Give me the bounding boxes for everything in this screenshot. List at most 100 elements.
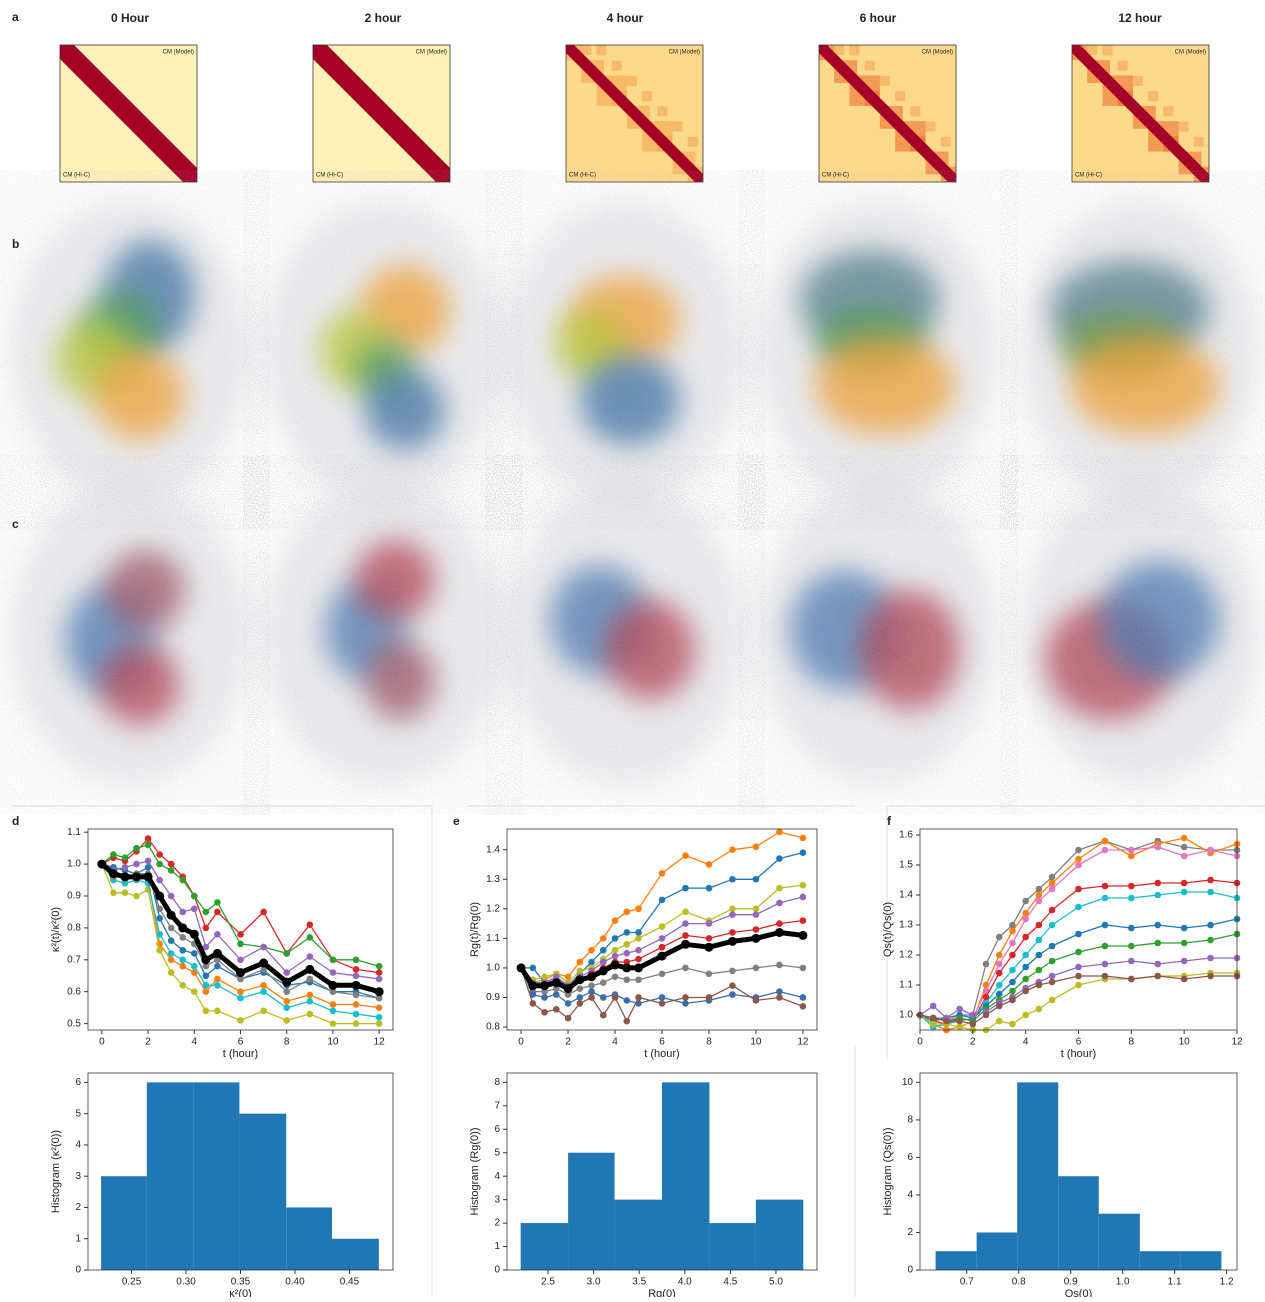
- y-axis-label: Histogram (Rg(0)): [469, 1127, 481, 1215]
- series-point: [751, 933, 761, 943]
- heatmap: [312, 44, 451, 183]
- series-point: [588, 988, 595, 995]
- heatmap-label: CM (Hi-C): [569, 173, 596, 179]
- series-point: [682, 932, 689, 939]
- series-point: [623, 997, 631, 1004]
- series-point: [529, 991, 537, 998]
- series-point: [375, 975, 383, 983]
- series-point: [305, 964, 315, 974]
- series-point: [611, 952, 619, 960]
- series-point: [599, 958, 607, 966]
- heatmap: [565, 44, 704, 183]
- series-point: [551, 978, 561, 988]
- x-tick-label: 4: [192, 1037, 198, 1048]
- series-point: [1035, 897, 1043, 905]
- series-point: [576, 994, 584, 1001]
- series-point: [587, 972, 597, 982]
- series-point: [529, 964, 537, 972]
- x-tick-label: 0.40: [285, 1277, 305, 1288]
- x-tick-label: 10: [750, 1037, 762, 1048]
- series-point: [351, 980, 361, 990]
- x-axis-label: t (hour): [223, 1048, 258, 1060]
- series-point: [776, 920, 783, 927]
- series-point: [798, 930, 808, 940]
- x-axis-label: κ²(0): [229, 1288, 252, 1297]
- y-tick-label: 8: [907, 1115, 913, 1126]
- series-point: [1180, 924, 1188, 932]
- series-point: [329, 956, 337, 964]
- series-point: [1075, 855, 1082, 863]
- x-tick-label: 5.0: [769, 1277, 783, 1288]
- series-point: [776, 899, 783, 907]
- series-point: [329, 1007, 337, 1015]
- heatmap-label: CM (Hi-C): [316, 173, 343, 179]
- x-tick-label: 0: [917, 1037, 923, 1048]
- series-point: [729, 875, 736, 883]
- y-tick-label: 1.0: [67, 859, 81, 870]
- series-point: [167, 892, 175, 900]
- series-point: [1207, 846, 1214, 854]
- y-tick-label: 0.7: [67, 954, 81, 965]
- series-point: [237, 975, 244, 983]
- series-point: [1101, 846, 1109, 854]
- series-point: [1101, 942, 1109, 950]
- heatmap-block: [1148, 91, 1159, 102]
- series-point: [121, 854, 129, 862]
- plot-frame: [506, 1072, 818, 1271]
- series-point: [375, 969, 383, 976]
- series-point: [156, 930, 163, 938]
- series-point: [995, 933, 1003, 941]
- series-point: [528, 981, 538, 991]
- series-point: [189, 929, 199, 939]
- histogram-bar: [286, 1207, 332, 1270]
- series-point: [260, 1007, 267, 1015]
- series-point: [729, 846, 736, 853]
- series-point: [1075, 846, 1082, 854]
- series-point: [1128, 894, 1135, 902]
- x-tick-label: 0.35: [231, 1277, 251, 1288]
- y-tick-label: 0.5: [67, 1018, 81, 1029]
- point-cloud: [485, 455, 765, 815]
- series-point: [306, 953, 314, 960]
- series-point: [1048, 879, 1056, 887]
- series-point: [375, 994, 383, 1002]
- series-point: [588, 994, 595, 1001]
- y-tick-label: 6: [75, 1077, 81, 1088]
- y-tick-label: 1.4: [486, 844, 500, 855]
- series-point: [179, 946, 187, 954]
- series-point: [237, 940, 244, 948]
- series-point: [1101, 960, 1109, 968]
- y-axis-label: Histogram (Qs(0)): [882, 1127, 894, 1215]
- series-point: [156, 876, 163, 884]
- series-point: [943, 1017, 950, 1025]
- heatmap-diagonal: [819, 45, 956, 182]
- y-tick-label: 1.1: [67, 827, 81, 838]
- series-line: [919, 972, 1237, 1031]
- series-point: [1075, 861, 1082, 869]
- series-point: [611, 935, 619, 942]
- y-tick-label: 0.8: [486, 1022, 500, 1033]
- series-point: [799, 881, 807, 889]
- series-point: [623, 1017, 631, 1025]
- series-point: [190, 962, 198, 970]
- series-point: [260, 908, 267, 916]
- series-point: [1128, 975, 1135, 983]
- heatmap-label: CM (Model): [922, 50, 953, 56]
- series-point: [352, 1001, 360, 1008]
- heatmap-label: CM (Hi-C): [63, 173, 90, 179]
- chart: 0.8 0.9 1.0 1.1 1.2 1.3 1.4 0 2 4 6 8 10 12 t (hour) Rg…: [469, 828, 818, 1060]
- series-point: [729, 905, 736, 913]
- series-point: [190, 892, 198, 900]
- series-point: [969, 1011, 977, 1019]
- heatmap-label: CM (Model): [669, 50, 700, 56]
- series-point: [956, 1017, 963, 1025]
- series-point: [799, 893, 807, 901]
- series-point: [214, 930, 221, 938]
- illustrations: [0, 44, 1265, 1297]
- series-point: [516, 963, 526, 973]
- series-point: [623, 929, 631, 936]
- series-point: [705, 884, 713, 892]
- y-tick-label: 0.6: [67, 986, 81, 997]
- series-point: [1035, 981, 1043, 989]
- series-point: [776, 988, 783, 995]
